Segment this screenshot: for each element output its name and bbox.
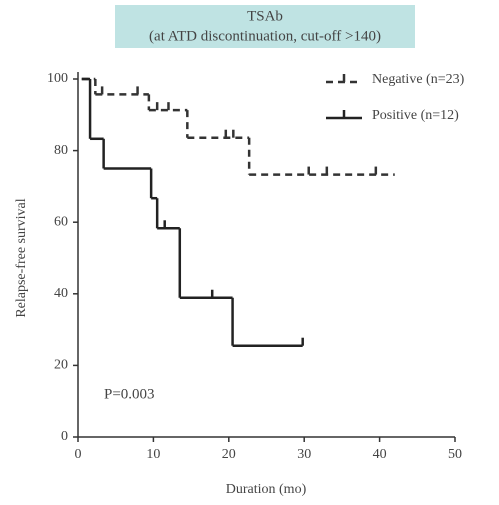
x-tick-label: 20 [222, 447, 236, 462]
chart-title: TSAb [247, 8, 283, 24]
annotation: P=0.003 [104, 386, 155, 402]
x-tick-label: 0 [75, 447, 82, 462]
x-tick-label: 40 [373, 447, 387, 462]
y-tick-label: 60 [54, 214, 68, 229]
y-tick-label: 20 [54, 358, 68, 373]
x-tick-label: 50 [448, 447, 462, 462]
x-tick-label: 10 [146, 447, 160, 462]
y-tick-label: 40 [54, 286, 68, 301]
y-axis-label: Relapse-free survival [14, 198, 29, 317]
x-axis-label: Duration (mo) [226, 482, 307, 497]
y-tick-label: 0 [61, 429, 68, 444]
chart-subtitle: (at ATD discontinuation, cut-off >140) [149, 28, 381, 44]
x-tick-label: 30 [297, 447, 311, 462]
y-tick-label: 100 [47, 71, 68, 86]
legend-label: Positive (n=12) [372, 108, 459, 123]
y-tick-label: 80 [54, 143, 68, 158]
legend-label: Negative (n=23) [372, 72, 465, 87]
title-box [115, 5, 415, 48]
